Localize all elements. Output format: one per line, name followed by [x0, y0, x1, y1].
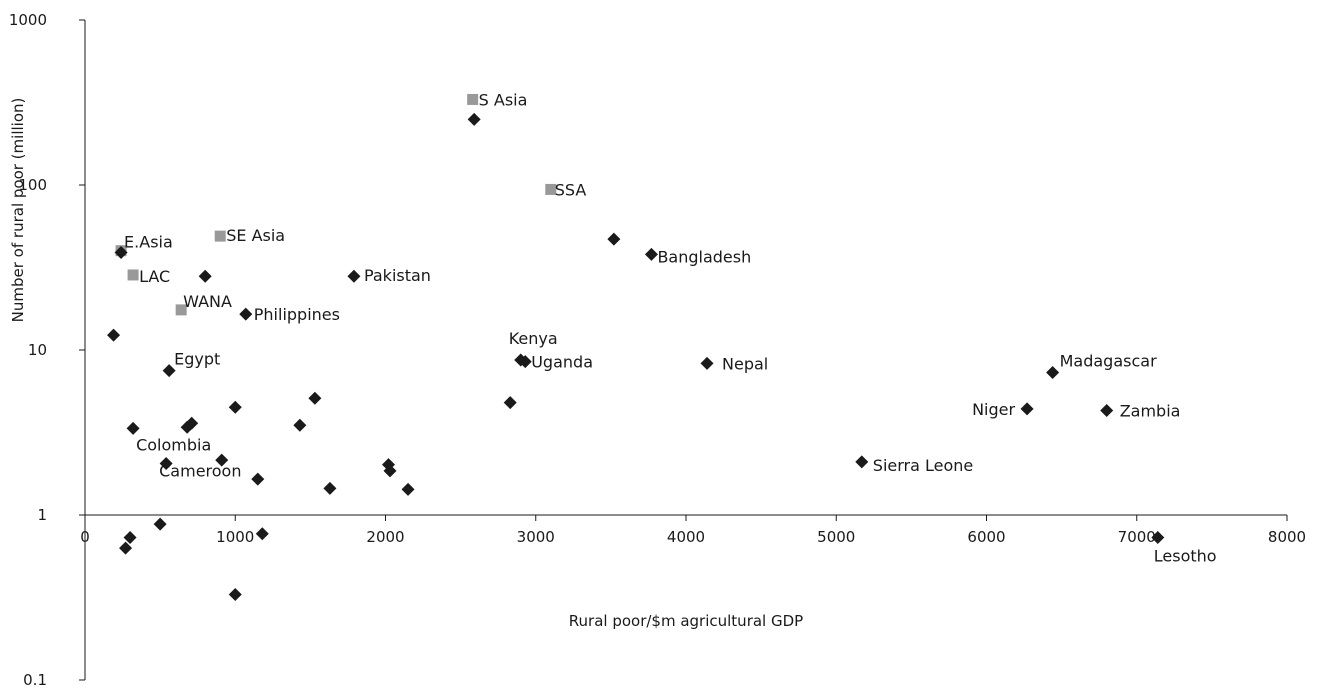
diamond-marker	[700, 356, 714, 370]
diamond-marker	[383, 464, 397, 478]
diamond-marker	[114, 245, 128, 259]
point-label: E.Asia	[124, 233, 173, 252]
x-tick-label: 2000	[366, 528, 404, 546]
point-label: SSA	[555, 180, 587, 199]
square-marker	[545, 183, 557, 195]
x-axis-label: Rural poor/$m agricultural GDP	[569, 612, 803, 630]
diamond-marker	[251, 472, 265, 486]
point-label: LAC	[139, 267, 170, 286]
point-label: Nepal	[722, 354, 768, 373]
diamond-marker	[119, 541, 133, 555]
diamond-marker	[153, 517, 167, 531]
point-label: WANA	[183, 292, 232, 311]
diamond-marker	[198, 269, 212, 283]
diamond-marker	[239, 307, 253, 321]
diamond-marker	[255, 527, 269, 541]
x-tick-label: 1000	[216, 528, 254, 546]
point-label: Egypt	[174, 350, 220, 369]
point-labels: S Asia SSA SE Asia E.Asia LAC WANA Bangladesh P…	[124, 90, 1217, 565]
y-tick-label: 1000	[9, 11, 47, 29]
point-label: Pakistan	[364, 266, 431, 285]
diamond-marker	[228, 400, 242, 414]
diamond-marker	[1046, 366, 1060, 380]
point-label: Kenya	[509, 329, 558, 348]
diamond-marker	[1020, 402, 1034, 416]
square-marker	[175, 304, 187, 316]
x-tick-label: 5000	[817, 528, 855, 546]
diamond-marker	[293, 418, 307, 432]
diamond-marker	[347, 269, 361, 283]
point-label: Colombia	[136, 435, 211, 454]
point-label: SE Asia	[226, 226, 285, 245]
diamond-marker	[1100, 403, 1114, 417]
y-axis-label: Number of rural poor (million)	[9, 98, 27, 323]
point-label: Zambia	[1120, 401, 1181, 420]
diamond-marker	[1151, 531, 1165, 545]
y-tick-label: 100	[18, 176, 47, 194]
y-tick-label: 1	[37, 506, 47, 524]
diamond-marker	[308, 391, 322, 405]
x-tick-label: 7000	[1118, 528, 1156, 546]
diamond-marker	[607, 232, 621, 246]
diamond-marker	[123, 531, 137, 545]
diamond-marker	[855, 455, 869, 469]
diamond-marker	[503, 396, 517, 410]
data-points	[107, 93, 1165, 601]
x-tick-label: 6000	[967, 528, 1005, 546]
diamond-marker	[323, 481, 337, 495]
diamond-marker	[644, 247, 658, 261]
diamond-marker	[107, 328, 121, 342]
diamond-marker	[518, 355, 532, 369]
axes: 0.1 1 10 100 1000 0 1000 2000 3000 4000 5000 6000 70…	[9, 11, 1306, 689]
point-label: Niger	[972, 400, 1015, 419]
point-label: Bangladesh	[657, 247, 751, 266]
square-marker	[467, 93, 479, 105]
square-marker	[127, 269, 139, 281]
point-label: Lesotho	[1154, 547, 1217, 566]
diamond-marker	[162, 364, 176, 378]
y-tick-label: 10	[28, 341, 47, 359]
x-tick-label: 4000	[667, 528, 705, 546]
x-tick-label: 3000	[517, 528, 555, 546]
square-marker	[214, 230, 226, 242]
diamond-marker	[185, 416, 199, 430]
x-tick-label: 8000	[1268, 528, 1306, 546]
diamond-marker	[228, 587, 242, 601]
point-label: Sierra Leone	[873, 456, 973, 475]
diamond-marker	[126, 421, 140, 435]
diamond-marker	[215, 453, 229, 467]
diamond-marker	[159, 457, 173, 471]
point-label: Madagascar	[1060, 352, 1157, 371]
point-label: S Asia	[479, 90, 528, 109]
point-label: Philippines	[254, 305, 340, 324]
diamond-marker	[467, 112, 481, 126]
point-label: Uganda	[531, 353, 593, 372]
point-label: Cameroon	[159, 462, 241, 481]
y-tick-label: 0.1	[23, 671, 47, 689]
diamond-marker	[401, 482, 415, 496]
x-tick-label: 0	[80, 528, 90, 546]
